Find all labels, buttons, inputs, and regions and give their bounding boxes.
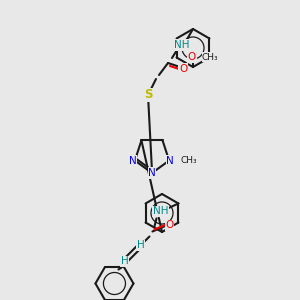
Text: N: N [166,156,174,166]
Text: CH₃: CH₃ [202,52,219,62]
Text: H: H [136,241,144,250]
Text: S: S [144,88,152,101]
Text: H: H [121,256,128,266]
Text: O: O [188,52,196,62]
Text: NH: NH [153,206,168,217]
Text: O: O [165,220,174,230]
Text: N: N [129,156,137,166]
Text: CH₃: CH₃ [180,156,197,165]
Text: N: N [148,168,156,178]
Text: NH: NH [174,40,190,50]
Text: O: O [179,64,187,74]
